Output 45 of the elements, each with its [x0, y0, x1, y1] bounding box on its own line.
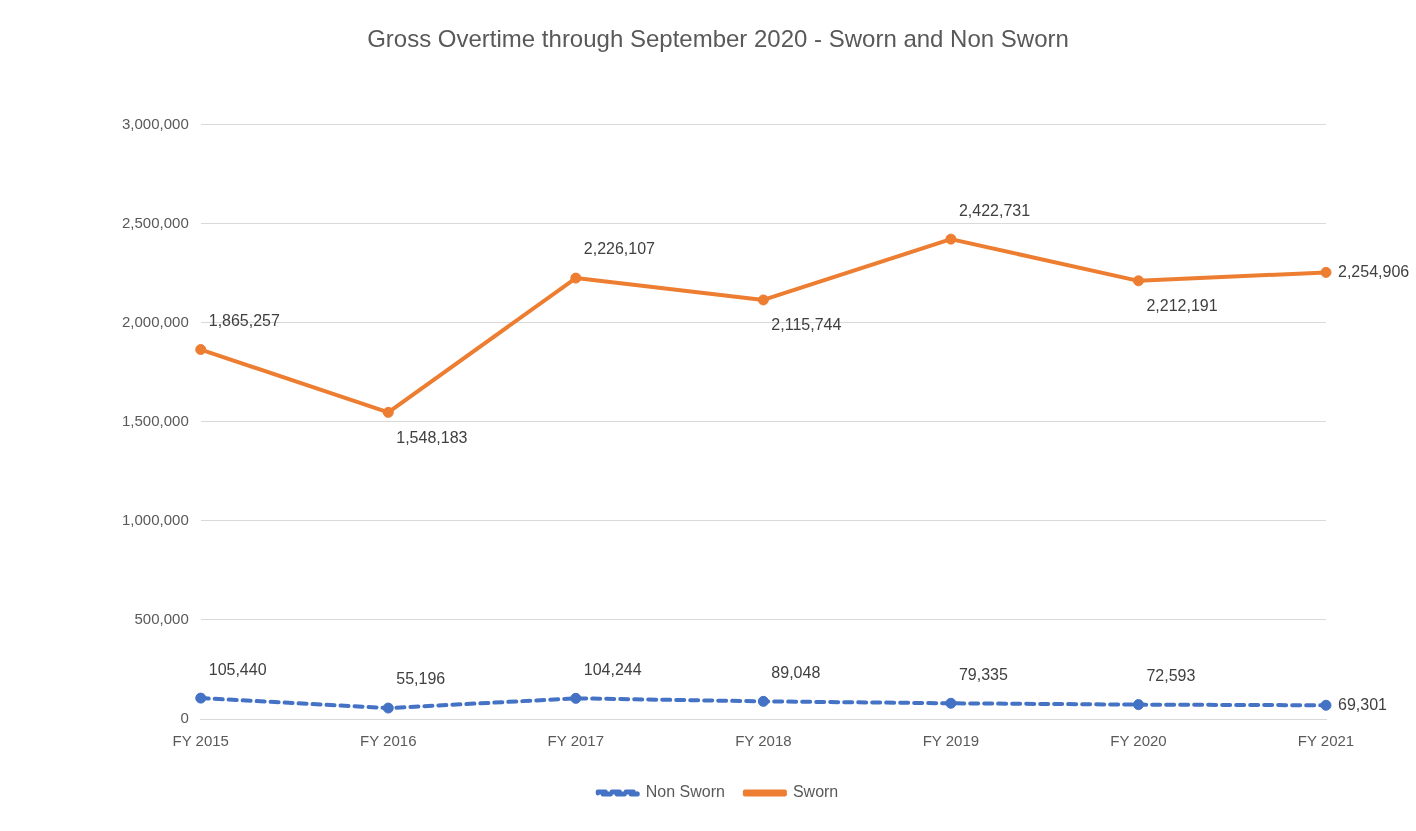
data-label: 55,196	[396, 670, 446, 688]
x-tick-label: FY 2021	[1297, 732, 1355, 750]
x-tick-label: FY 2018	[735, 732, 792, 750]
point	[1132, 699, 1144, 711]
y-tick-label: 500,000	[134, 610, 189, 628]
y-tick-label: 1,000,000	[122, 511, 189, 529]
x-tick-label: FY 2017	[547, 732, 605, 750]
point	[570, 272, 582, 284]
point	[570, 692, 582, 704]
point	[195, 344, 207, 356]
x-tick-label: FY 2015	[172, 732, 229, 750]
data-label: 2,226,107	[583, 240, 656, 258]
legend-label: Sworn	[792, 783, 839, 801]
y-tick-label: 1,500,000	[122, 412, 189, 430]
y-tick-label: 0	[180, 709, 189, 727]
data-label: 72,593	[1146, 667, 1196, 685]
data-label: 1,865,257	[208, 311, 281, 329]
y-tick-label: 3,000,000	[122, 114, 189, 132]
chart-title: Gross Overtime through September 2020 - Sworn and Non Sworn	[367, 25, 1069, 53]
x-tick-label: FY 2019	[922, 732, 980, 750]
data-label: 79,335	[958, 665, 1008, 683]
data-label: 2,254,906	[1338, 262, 1410, 280]
point	[195, 692, 207, 704]
point	[945, 697, 957, 709]
point	[1320, 699, 1332, 711]
data-label: 2,212,191	[1146, 297, 1218, 315]
data-label: 89,048	[771, 663, 821, 681]
data-label: 2,422,731	[958, 201, 1031, 219]
point	[1132, 275, 1144, 287]
x-tick-label: FY 2016	[360, 732, 417, 750]
data-label: 105,440	[208, 660, 267, 678]
point	[382, 406, 394, 418]
point	[757, 294, 769, 306]
point	[382, 702, 394, 714]
point	[1320, 266, 1332, 278]
y-tick-label: 2,500,000	[122, 213, 189, 231]
data-label: 1,548,183	[396, 428, 468, 446]
legend-label: Non Sworn	[645, 783, 725, 801]
data-label: 69,301	[1338, 695, 1388, 713]
point	[757, 695, 769, 707]
x-tick-label: FY 2020	[1110, 732, 1167, 750]
point	[945, 233, 957, 245]
y-tick-label: 2,000,000	[122, 313, 189, 331]
data-label: 2,115,744	[771, 316, 842, 334]
data-label: 104,244	[583, 660, 642, 678]
